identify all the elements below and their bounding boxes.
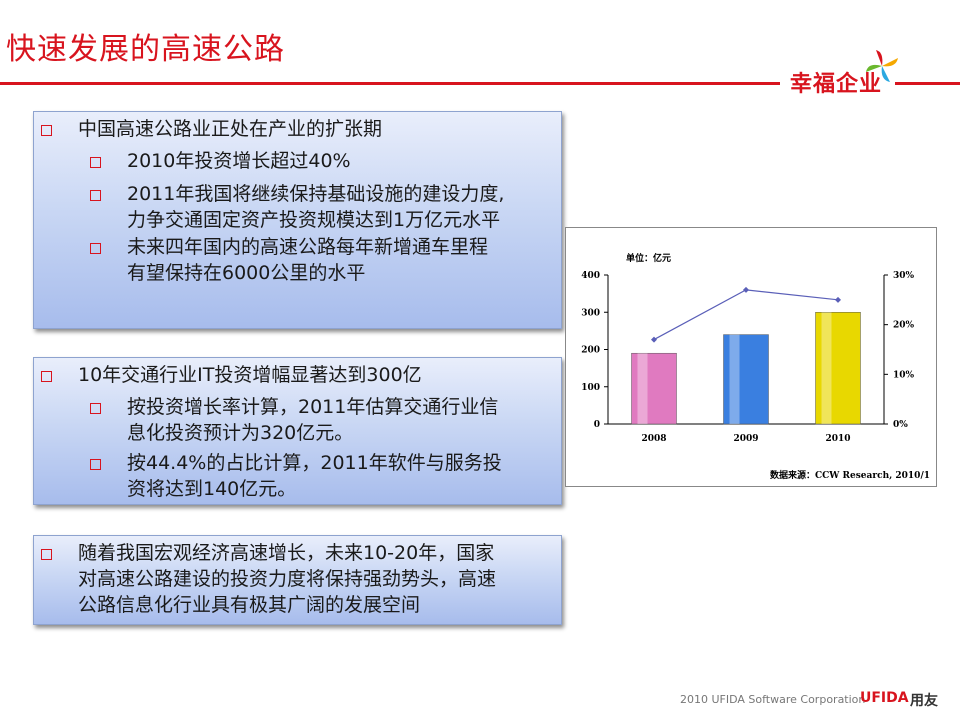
bar-highlight <box>729 334 740 424</box>
slide-title: 快速发展的高速公路 <box>6 32 285 67</box>
text-box-industry-expansion: 中国高速公路业正处在产业的扩张期 2010年投资增长超过40% 2011年我国将… <box>33 111 562 329</box>
box3-line3: 公路信息化行业具有极其广阔的发展空间 <box>78 594 421 616</box>
footer-copyright: 2010 UFIDA Software Corporation <box>680 693 866 706</box>
box2-main: 10年交通行业IT投资增幅显著达到300亿 <box>78 364 422 386</box>
box2-sub2-line2: 资将达到140亿元。 <box>127 478 297 500</box>
chart-svg: 单位：亿元 0 100 200 300 400 0% 10% 20% 30% 2008 2009 201… <box>581 252 930 481</box>
x-tick-label: 2008 <box>641 434 666 444</box>
text-box-outlook: 随着我国宏观经济高速增长，未来10-20年，国家 对高速公路建设的投资力度将保持… <box>33 535 562 625</box>
bullet-icon <box>90 459 101 470</box>
y2-tick-label: 10% <box>893 370 915 380</box>
box1-sub3-line1: 未来四年国内的高速公路每年新增通车里程 <box>127 236 489 258</box>
box1-main: 中国高速公路业正处在产业的扩张期 <box>78 118 383 140</box>
bar-highlight <box>637 353 648 424</box>
growth-rate-point <box>743 286 749 293</box>
box2-sub2-line1: 按44.4%的占比计算，2011年软件与服务投 <box>127 452 502 474</box>
x-tick-label: 2009 <box>733 434 758 444</box>
bar-2008 <box>631 352 677 425</box>
box1-sub3-line2: 有望保持在6000公里的水平 <box>127 262 366 284</box>
y2-tick-label: 20% <box>893 321 915 331</box>
investment-chart: 单位：亿元 0 100 200 300 400 0% 10% 20% 30% 2008 2009 201… <box>565 227 937 487</box>
footer-brand-logo: UFIDA <box>860 690 909 706</box>
growth-rate-line <box>653 289 839 341</box>
title-underline-right <box>895 82 960 85</box>
box2-sub1-line2: 息化投资预计为320亿元。 <box>127 422 354 444</box>
bullet-icon <box>41 371 52 382</box>
box3-line2: 对高速公路建设的投资力度将保持强劲势头，高速 <box>78 568 497 590</box>
y-tick-label: 200 <box>581 346 600 356</box>
growth-rate-point <box>835 296 841 303</box>
bar-2009 <box>723 334 769 425</box>
x-tick-label: 2010 <box>825 434 850 444</box>
y-tick-label: 100 <box>581 383 600 393</box>
text-box-it-investment: 10年交通行业IT投资增幅显著达到300亿 按投资增长率计算，2011年估算交通… <box>33 357 562 505</box>
box2-sub1-line1: 按投资增长率计算，2011年估算交通行业信 <box>127 396 499 418</box>
bullet-icon <box>90 243 101 254</box>
bullet-icon <box>90 157 101 168</box>
y-tick-label: 400 <box>581 271 600 281</box>
box1-sub1: 2010年投资增长超过40% <box>127 150 351 172</box>
bar-highlight <box>821 312 832 424</box>
chart-unit-label: 单位：亿元 <box>626 252 671 264</box>
bar-2010 <box>815 312 861 425</box>
y2-tick-label: 0% <box>893 420 908 430</box>
chart-source-label: 数据来源：CCW Research, 2010/1 <box>770 469 930 481</box>
bullet-icon <box>41 549 52 560</box>
brand-label: 幸福企业 <box>790 72 883 97</box>
y2-tick-label: 30% <box>893 271 915 281</box>
box3-line1: 随着我国宏观经济高速增长，未来10-20年，国家 <box>78 542 495 564</box>
bullet-icon <box>41 125 52 136</box>
title-underline <box>0 82 780 85</box>
growth-rate-point <box>651 336 657 343</box>
bullet-icon <box>90 190 101 201</box>
y-tick-label: 300 <box>581 308 600 318</box>
box1-sub2-line1: 2011年我国将继续保持基础设施的建设力度, <box>127 183 505 205</box>
bullet-icon <box>90 403 101 414</box>
box1-sub2-line2: 力争交通固定资产投资规模达到1万亿元水平 <box>127 209 501 231</box>
pinwheel-logo-icon <box>866 50 898 82</box>
y-tick-label: 0 <box>594 420 600 430</box>
footer-brand-cn: 用友 <box>910 693 938 709</box>
